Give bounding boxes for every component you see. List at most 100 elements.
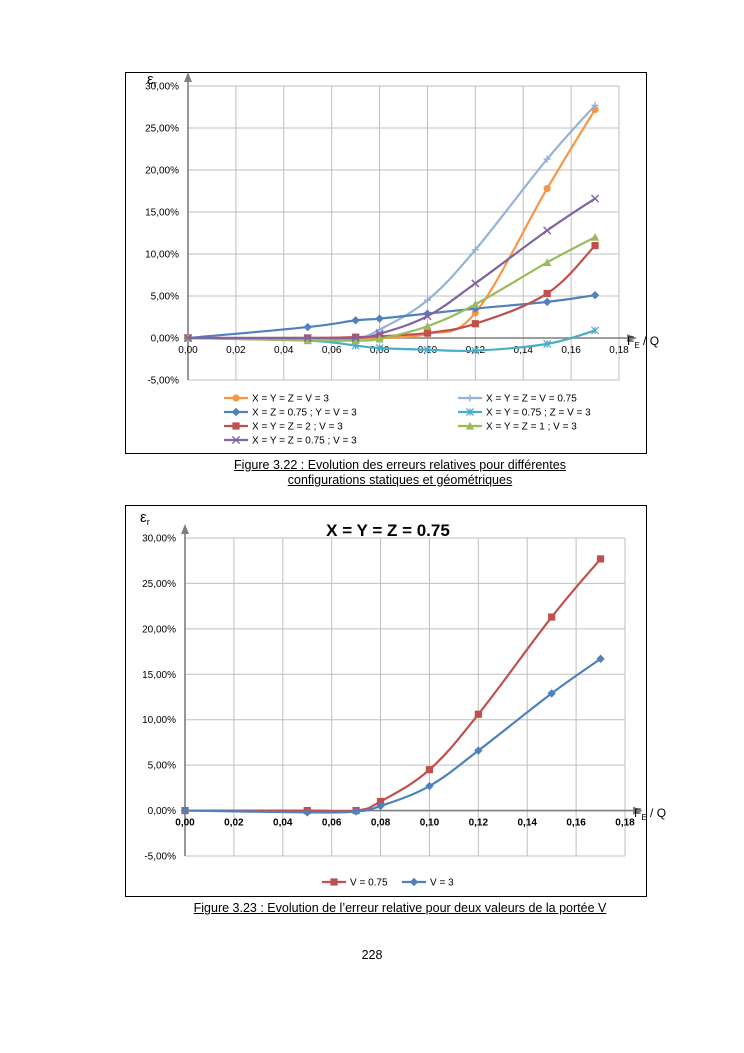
chart1-x-axis-label-main: F (627, 334, 634, 348)
chart2-y-tick-label: 15,00% (142, 670, 176, 681)
chart-frame-fig-3-22: -5,00% 0,00% 5,00% 10,00% 15,00% 20,00% 25,00%… (125, 71, 659, 454)
chart2-title: X = Y = Z = 0.75 (326, 521, 450, 540)
chart2-data-point (474, 746, 483, 755)
chart1-data-point (303, 333, 312, 343)
chart2-legend-label: V = 3 (430, 878, 454, 889)
chart2-y-axis-arrow (181, 524, 189, 534)
chart1-series-7 (183, 194, 600, 343)
chart1-y-axis-label-main: ε (147, 71, 154, 88)
chart1-y-axis-label: εr (147, 71, 157, 89)
chart2-legend: V = 0.75 V = 3 (322, 878, 454, 889)
chart1-data-point (375, 344, 384, 353)
chart1-data-point (543, 155, 551, 163)
chart1-legend-label: X = Z = 0.75 ; Y = V = 3 (252, 408, 357, 419)
chart1-legend-entry: X = Y = Z = 2 ; V = 3 (224, 422, 343, 433)
chart1-legend-label: X = Y = Z = 2 ; V = 3 (252, 422, 343, 433)
chart1-data-point (183, 333, 193, 343)
chart1-data-point (542, 258, 552, 266)
chart1-legend-entry: X = Y = 0.75 ; Z = V = 3 (458, 408, 591, 419)
chart1-x-axis-arrow (627, 334, 637, 342)
chart1-legend-swatch-marker (465, 421, 475, 430)
chart2-x-axis-label: FE / Q (634, 806, 666, 822)
chart-fig-3-23: -5,00% 0,00% 5,00% 10,00% 15,00% 20,00% 25,00%… (140, 509, 666, 889)
chart1-y-tick-label: 15,00% (145, 208, 179, 219)
chart1-legend-swatch-marker (232, 394, 240, 402)
chart2-data-point (548, 613, 556, 621)
chart2-data-point (376, 797, 385, 806)
chart1-data-point (471, 346, 480, 355)
chart1-legend-label: X = Y = 0.75 ; Z = V = 3 (486, 408, 591, 419)
chart1-legend-entry: X = Y = Z = V = 0.75 (458, 394, 577, 405)
chart2-x-tick-label: 0,14 (517, 818, 537, 829)
chart1-x-tick-label: 0,18 (609, 345, 629, 356)
chart2-series-line (184, 657, 602, 814)
caption-fig-3-23: Figure 3.23 : Evolution de l’erreur rela… (100, 901, 700, 916)
chart1-legend-swatch-marker (232, 422, 240, 430)
chart2-x-axis-label-sub: E (641, 813, 646, 822)
chart2-x-tick-label: 0,12 (469, 818, 489, 829)
chart-fig-3-22: -5,00% 0,00% 5,00% 10,00% 15,00% 20,00% 25,00%… (145, 71, 659, 447)
chart2-x-axis-arrow (633, 806, 643, 815)
chart1-data-point (303, 322, 312, 332)
chart-frame-fig-3-23: -5,00% 0,00% 5,00% 10,00% 15,00% 20,00% 25,00%… (125, 505, 666, 897)
chart1-x-tick-label: 0,16 (561, 345, 581, 356)
chart1-y-tick-label: 20,00% (145, 166, 179, 177)
chart1-data-point (591, 242, 599, 250)
chart1-data-point (423, 296, 432, 304)
chart1-legend-swatch-marker (465, 407, 475, 417)
chart1-data-point (591, 326, 600, 335)
chart1-data-point (351, 316, 360, 325)
chart1-data-point (471, 300, 480, 308)
chart1-data-point (423, 329, 432, 337)
chart1-data-point (590, 233, 600, 241)
chart1-x-tick-label: 0,00 (178, 345, 198, 356)
chart2-data-point (547, 689, 556, 698)
chart1-data-point (542, 297, 552, 307)
chart1-series-6 (183, 233, 600, 345)
chart1-legend-label: X = Y = Z = V = 0.75 (486, 394, 577, 405)
chart1-legend-entry: X = Y = Z = V = 3 (224, 394, 329, 405)
chart2-y-tick-label: -5,00% (144, 852, 176, 863)
chart1-data-point (351, 333, 360, 343)
caption-fig-3-22-line1: Figure 3.22 : Evolution des erreurs rela… (234, 458, 566, 472)
chart2-y-axis-label-main: ε (140, 509, 147, 526)
chart1-legend-label: X = Y = Z = V = 3 (252, 394, 329, 405)
chart1-y-axis-arrow (184, 72, 192, 82)
chart1-y-tick-label: 0,00% (151, 334, 179, 345)
chart1-data-point (543, 226, 552, 235)
chart2-gridlines (185, 537, 626, 857)
chart1-data-point (471, 320, 479, 328)
chart2-legend-swatch-marker (330, 878, 338, 886)
chart2-x-tick-label: 0,08 (371, 818, 391, 829)
chart1-y-tick-label: 25,00% (145, 124, 179, 135)
chart2-y-tick-label: 5,00% (148, 761, 176, 772)
chart1-data-point (423, 312, 432, 321)
chart1-legend-label: X = Y = Z = 1 ; V = 3 (486, 422, 577, 433)
chart2-y-tick-label: 20,00% (142, 624, 176, 635)
chart2-x-axis-label-main: F (634, 806, 641, 820)
chart1-legend-label: X = Y = Z = 0.75 ; V = 3 (252, 436, 357, 447)
chart1-series-2 (184, 101, 599, 342)
caption-fig-3-22-line2: configurations statiques et géométriques (287, 473, 513, 487)
chart1-x-tick-label: 0,14 (513, 345, 533, 356)
chart2-legend-swatch-marker (409, 877, 419, 887)
chart1-data-point (471, 246, 479, 254)
chart2-data-point (596, 654, 605, 664)
chart2-data-point (303, 808, 312, 817)
chart2-y-tick-label: 0,00% (148, 806, 176, 817)
chart1-legend: X = Y = Z = V = 3 X = Z = 0.75 ; Y = V = … (224, 394, 591, 447)
chart1-x-tick-label: 0,06 (322, 345, 342, 356)
chart1-data-point (375, 329, 384, 338)
chart1-data-point (375, 326, 384, 334)
chart2-x-tick-label: 0,00 (175, 818, 195, 829)
caption-fig-3-22: Figure 3.22 : Evolution des erreurs rela… (100, 458, 700, 488)
chart1-legend-swatch-marker (231, 435, 241, 445)
chart2-x-tick-label: 0,06 (322, 818, 342, 829)
chart1-x-tick-label: 0,02 (226, 345, 246, 356)
chart1-x-tick-label: 0,04 (274, 345, 294, 356)
chart2-x-tick-label: 0,18 (615, 818, 635, 829)
chart2-legend-label: V = 0.75 (350, 878, 388, 889)
chart1-data-point (590, 194, 600, 203)
chart1-series-line (187, 236, 596, 342)
chart2-x-axis-label-rest: / Q (647, 806, 666, 820)
